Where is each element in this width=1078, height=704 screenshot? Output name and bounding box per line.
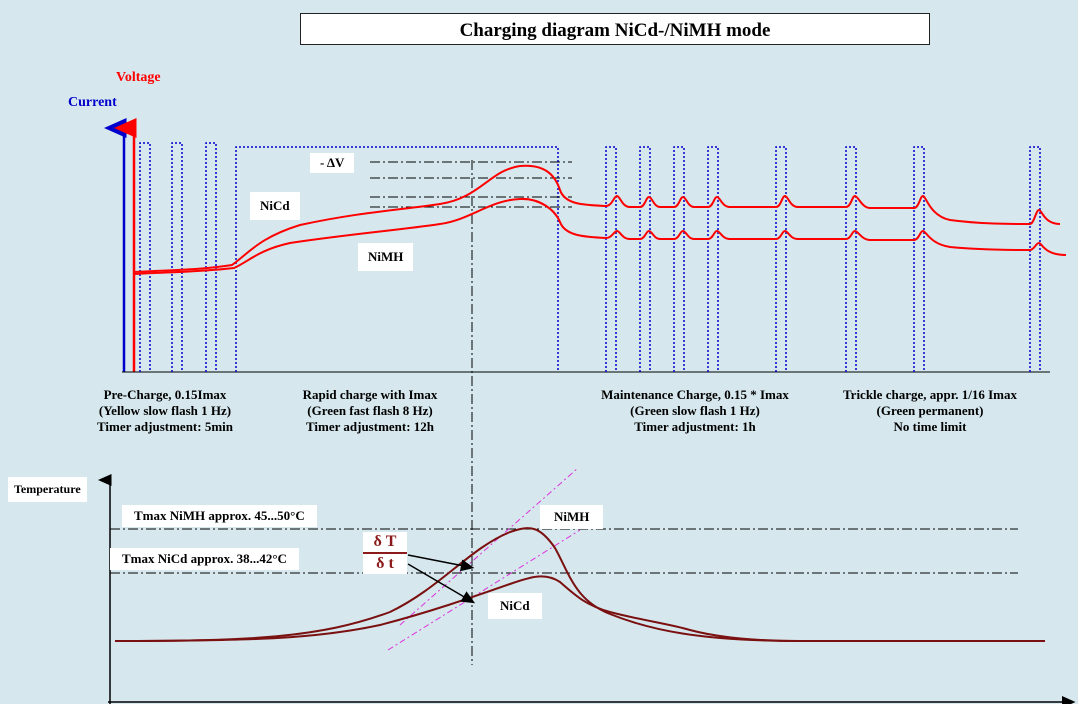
diagram-title: Charging diagram NiCd-/NiMH mode (459, 20, 771, 41)
phase-precharge-line3: Timer adjustment: 5min (96, 419, 234, 434)
slope-numerator: δ T (363, 532, 407, 554)
phase-trickle-line1: Trickle charge, appr. 1/16 Imax (842, 387, 1018, 402)
slope-denominator: δ t (376, 555, 394, 572)
nicd-voltage-label: NiCd (250, 192, 300, 220)
nicd-temperature-curve (114, 575, 1045, 642)
delta-v-guides (370, 161, 572, 208)
phase-rapid: Rapid charge with Imax (Green fast flash… (265, 387, 475, 435)
nicd-voltage-curve (133, 164, 1061, 273)
phase-trickle-line2: (Green permanent) (876, 403, 984, 418)
current-pulses (139, 142, 1041, 372)
phase-rapid-line2: (Green fast flash 8 Hz) (307, 403, 433, 418)
phase-maintenance-line1: Maintenance Charge, 0.15 * Imax (601, 387, 789, 402)
phase-rapid-line3: Timer adjustment: 12h (305, 419, 435, 434)
temperature-label: Temperature (8, 477, 87, 502)
current-label: Current (68, 95, 117, 110)
phase-maintenance: Maintenance Charge, 0.15 * Imax (Green s… (570, 387, 820, 435)
tmax-guides (110, 528, 1018, 574)
tmax-nicd-label: Tmax NiCd approx. 38...42°C (110, 548, 299, 570)
delta-v-label: - ΔV (310, 153, 355, 173)
phase-trickle-line3: No time limit (893, 419, 967, 434)
phase-precharge-line2: (Yellow slow flash 1 Hz) (98, 403, 232, 418)
slope-arrow-1 (407, 554, 475, 572)
phase-maintenance-line2: (Green slow flash 1 Hz) (630, 403, 760, 418)
slope-fraction: δ T δ t (363, 532, 407, 574)
phase-trickle: Trickle charge, appr. 1/16 Imax (Green p… (815, 387, 1045, 435)
slope-arrow-2 (407, 563, 476, 604)
phase-precharge-line1: Pre-Charge, 0.15Imax (103, 387, 227, 402)
phase-precharge: Pre-Charge, 0.15Imax (Yellow slow flash … (60, 387, 270, 435)
slope-lines (387, 467, 581, 651)
voltage-label: Voltage (116, 70, 161, 85)
nimh-temperature-label: NiMH (540, 505, 604, 529)
nicd-temperature-label: NiCd (488, 593, 542, 619)
phase-maintenance-line3: Timer adjustment: 1h (634, 419, 756, 434)
tmax-nimh-label: Tmax NiMH approx. 45...50°C (122, 505, 317, 527)
title-box: Charging diagram NiCd-/NiMH mode (300, 13, 930, 45)
nimh-voltage-label: NiMH (358, 243, 414, 271)
nimh-temperature-curve (114, 527, 1045, 642)
nimh-voltage-curve (133, 197, 1067, 275)
phase-rapid-line1: Rapid charge with Imax (302, 387, 438, 402)
